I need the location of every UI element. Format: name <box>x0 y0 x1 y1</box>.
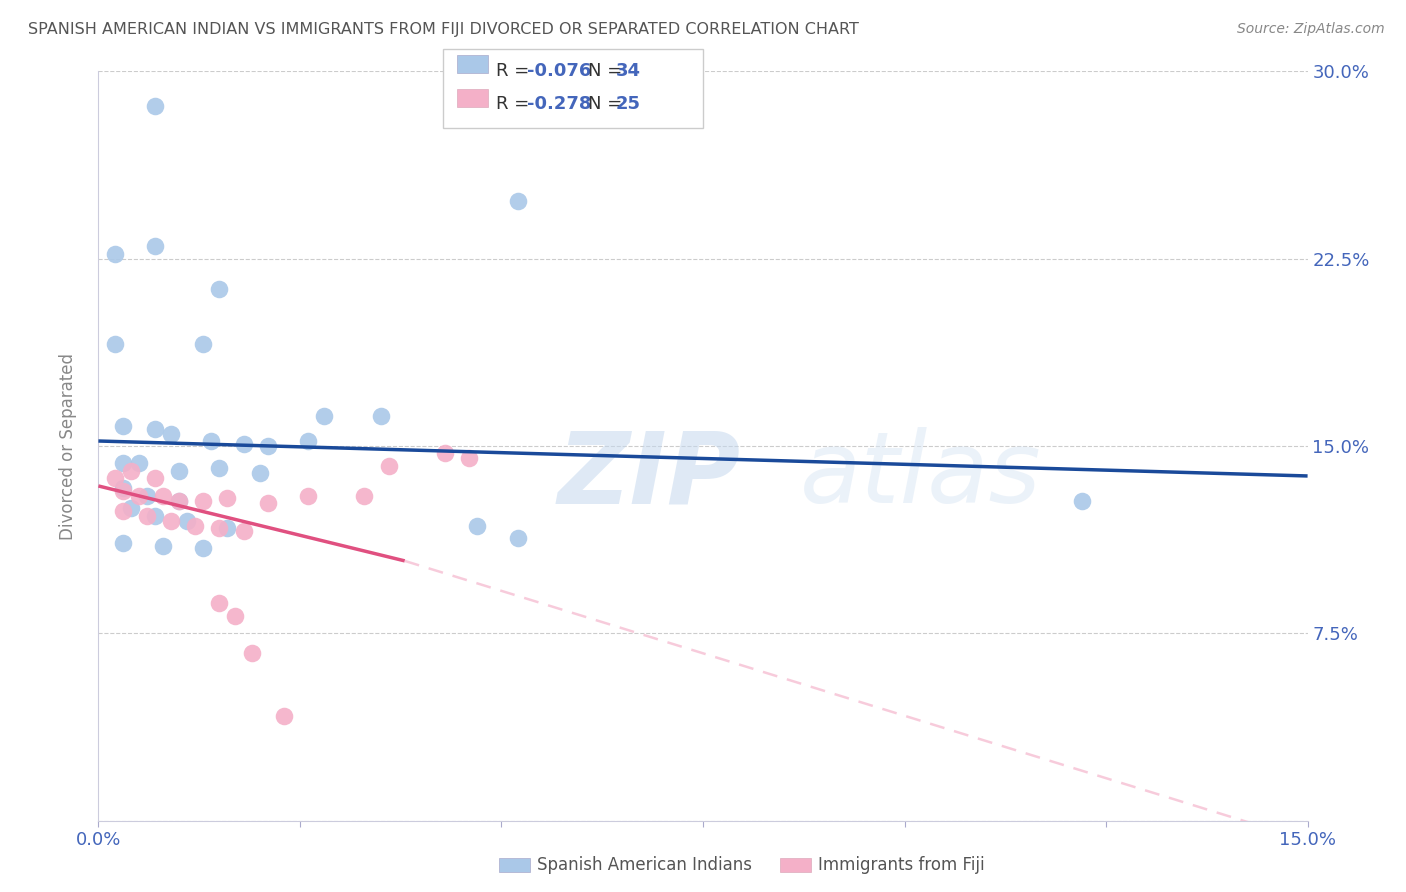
Point <box>193 541 215 556</box>
Point <box>193 336 215 351</box>
Text: R =: R = <box>496 95 536 113</box>
Point <box>128 457 150 471</box>
Point <box>176 514 198 528</box>
Point <box>167 464 190 478</box>
Point <box>208 596 231 610</box>
Text: Source: ZipAtlas.com: Source: ZipAtlas.com <box>1237 22 1385 37</box>
Point <box>111 482 134 496</box>
Point <box>208 521 231 535</box>
Y-axis label: Divorced or Separated: Divorced or Separated <box>59 352 77 540</box>
Point <box>240 646 263 660</box>
Point <box>152 489 174 503</box>
Point <box>111 457 134 471</box>
Point <box>353 489 375 503</box>
Text: SPANISH AMERICAN INDIAN VS IMMIGRANTS FROM FIJI DIVORCED OR SEPARATED CORRELATIO: SPANISH AMERICAN INDIAN VS IMMIGRANTS FR… <box>28 22 859 37</box>
Point <box>167 494 190 508</box>
Point <box>120 501 142 516</box>
Point <box>506 532 529 546</box>
Point <box>193 494 215 508</box>
Point <box>208 282 231 296</box>
Point <box>143 471 166 485</box>
Point <box>297 434 319 448</box>
Point <box>167 494 190 508</box>
Point <box>465 519 488 533</box>
Point <box>143 508 166 523</box>
Point <box>143 99 166 113</box>
Point <box>120 464 142 478</box>
Point <box>111 504 134 518</box>
Point <box>256 496 278 510</box>
Text: N =: N = <box>588 95 627 113</box>
Point <box>143 421 166 435</box>
Point <box>160 426 183 441</box>
Text: Spanish American Indians: Spanish American Indians <box>537 856 752 874</box>
Text: -0.278: -0.278 <box>527 95 592 113</box>
Point <box>184 519 207 533</box>
Point <box>103 471 125 485</box>
Text: R =: R = <box>496 62 536 79</box>
Point <box>200 434 222 448</box>
Point <box>256 439 278 453</box>
Point <box>111 483 134 498</box>
Point <box>111 419 134 434</box>
Point <box>143 239 166 253</box>
Point <box>160 514 183 528</box>
Point <box>458 451 481 466</box>
Point <box>217 491 239 506</box>
Point <box>103 336 125 351</box>
Point <box>297 489 319 503</box>
Text: atlas: atlas <box>800 427 1042 524</box>
Point <box>103 246 125 260</box>
Point <box>232 436 254 450</box>
Text: ZIP: ZIP <box>558 427 741 524</box>
Point <box>232 524 254 538</box>
Point <box>1070 494 1092 508</box>
Point <box>217 521 239 535</box>
Text: 25: 25 <box>616 95 641 113</box>
Point <box>111 536 134 550</box>
Point <box>128 489 150 503</box>
Point <box>152 539 174 553</box>
Point <box>135 508 157 523</box>
Text: N =: N = <box>588 62 627 79</box>
Point <box>377 458 399 473</box>
Text: -0.076: -0.076 <box>527 62 592 79</box>
Point <box>208 461 231 475</box>
Point <box>249 467 271 481</box>
Point <box>434 446 457 460</box>
Point <box>224 608 246 623</box>
Point <box>135 489 157 503</box>
Point <box>314 409 336 423</box>
Point <box>370 409 392 423</box>
Text: Immigrants from Fiji: Immigrants from Fiji <box>818 856 986 874</box>
Point <box>506 194 529 209</box>
Text: 34: 34 <box>616 62 641 79</box>
Point <box>273 708 295 723</box>
